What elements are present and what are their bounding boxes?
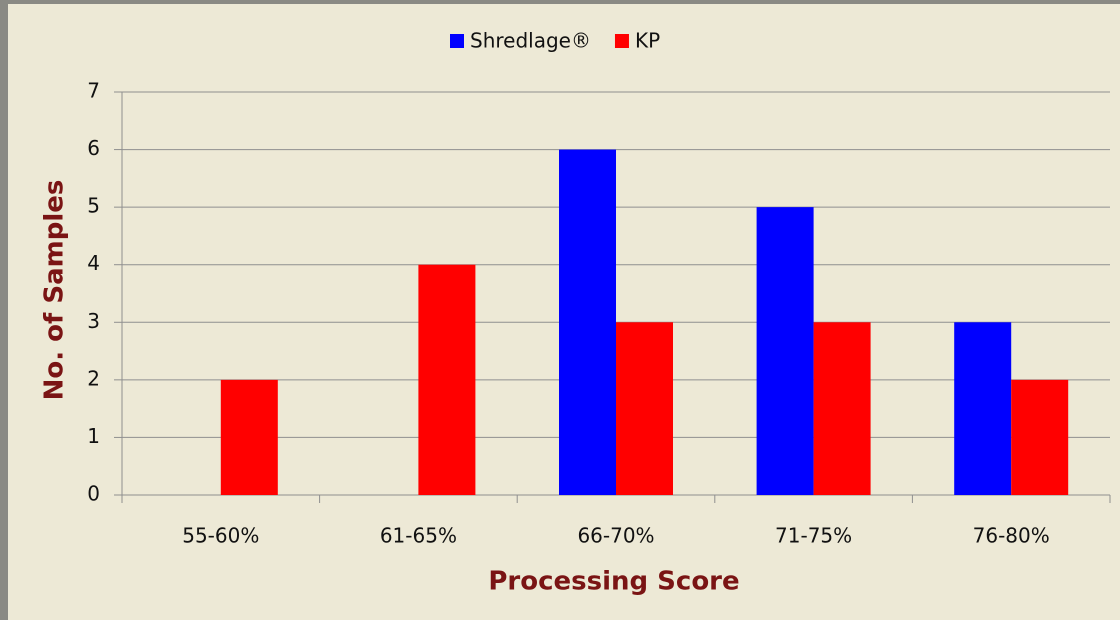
x-axis-title: Processing Score	[488, 567, 739, 597]
y-axis-title: No. of Samples	[40, 180, 70, 401]
bar	[954, 322, 1012, 495]
y-tick-label: 3	[87, 309, 100, 333]
bar	[559, 149, 616, 496]
legend-swatch	[614, 34, 629, 48]
bar	[220, 379, 278, 495]
legend-swatch	[450, 34, 464, 48]
x-tick-label: 61-65%	[380, 524, 457, 548]
x-tick-label: 71-75%	[775, 524, 852, 548]
bar	[616, 322, 673, 495]
y-tick-label: 2	[87, 366, 100, 390]
x-tick-label: 55-60%	[182, 524, 259, 548]
bar	[756, 207, 814, 495]
bar	[418, 264, 476, 495]
y-tick-label: 1	[87, 424, 100, 448]
x-tick-label: 66-70%	[577, 524, 654, 548]
y-tick-label: 5	[87, 194, 100, 218]
y-tick-label: 7	[87, 79, 100, 103]
y-tick-label: 6	[87, 136, 100, 160]
y-tick-label: 0	[87, 482, 100, 506]
legend-label: Shredlage®	[470, 29, 591, 53]
bar	[1011, 379, 1069, 495]
bar	[813, 322, 871, 495]
legend-label: KP	[635, 29, 660, 53]
y-tick-label: 4	[87, 251, 100, 275]
x-tick-label: 76-80%	[973, 524, 1050, 548]
